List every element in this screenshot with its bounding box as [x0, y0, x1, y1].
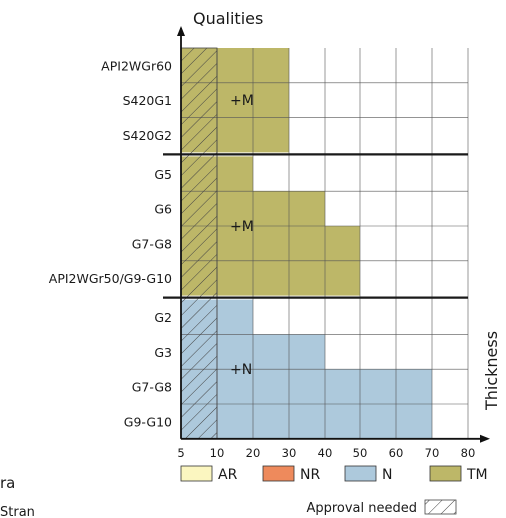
group-annotation: +M — [230, 93, 254, 109]
group-annotation: +N — [230, 362, 252, 378]
x-tick-label: 20 — [246, 446, 261, 460]
y-tick-label: G6 — [154, 202, 172, 217]
legend-swatch — [180, 465, 213, 482]
y-tick-label: G3 — [154, 345, 172, 360]
x-axis-arrow — [480, 434, 490, 443]
bar — [181, 404, 432, 439]
x-axis-title: Thickness — [482, 331, 501, 411]
stray-text-1: ra — [0, 474, 16, 492]
x-tick-label: 10 — [210, 446, 225, 460]
group-annotation: +M — [230, 219, 254, 235]
x-tick-label: 50 — [353, 446, 368, 460]
legend-swatch — [344, 465, 377, 482]
legend-label: NR — [300, 467, 320, 483]
legend-swatch — [429, 465, 462, 482]
legend-label: AR — [218, 467, 238, 483]
y-tick-label: G7-G8 — [132, 236, 172, 251]
y-tick-label: G5 — [154, 167, 172, 182]
x-tick-label: 60 — [389, 446, 404, 460]
bar — [181, 369, 432, 404]
x-tick-label: 5 — [177, 446, 184, 460]
approval-hatch — [180, 47, 218, 440]
x-tick-label: 40 — [318, 446, 333, 460]
legend-hatch-swatch — [424, 499, 457, 515]
stray-text-2: Stran — [0, 505, 35, 518]
y-tick-label: API2WGr50/G9-G10 — [49, 271, 172, 286]
legend-label: TM — [466, 467, 488, 483]
x-tick-label: 70 — [425, 446, 440, 460]
legend-label: N — [382, 467, 392, 483]
legend-swatch — [262, 465, 295, 482]
y-tick-label: G2 — [154, 310, 172, 325]
y-tick-label: G9-G10 — [124, 414, 172, 429]
y-tick-label: G7-G8 — [132, 380, 172, 395]
legend-hatch-label: Approval needed — [306, 501, 417, 516]
x-tick-label: 30 — [282, 446, 297, 460]
y-tick-label: API2WGr60 — [101, 58, 172, 73]
y-tick-label: S420G1 — [123, 93, 172, 108]
x-tick-label: 80 — [461, 446, 476, 460]
y-axis-title: Qualities — [193, 9, 263, 28]
y-axis-arrow — [177, 26, 185, 36]
y-tick-label: S420G2 — [123, 128, 172, 143]
